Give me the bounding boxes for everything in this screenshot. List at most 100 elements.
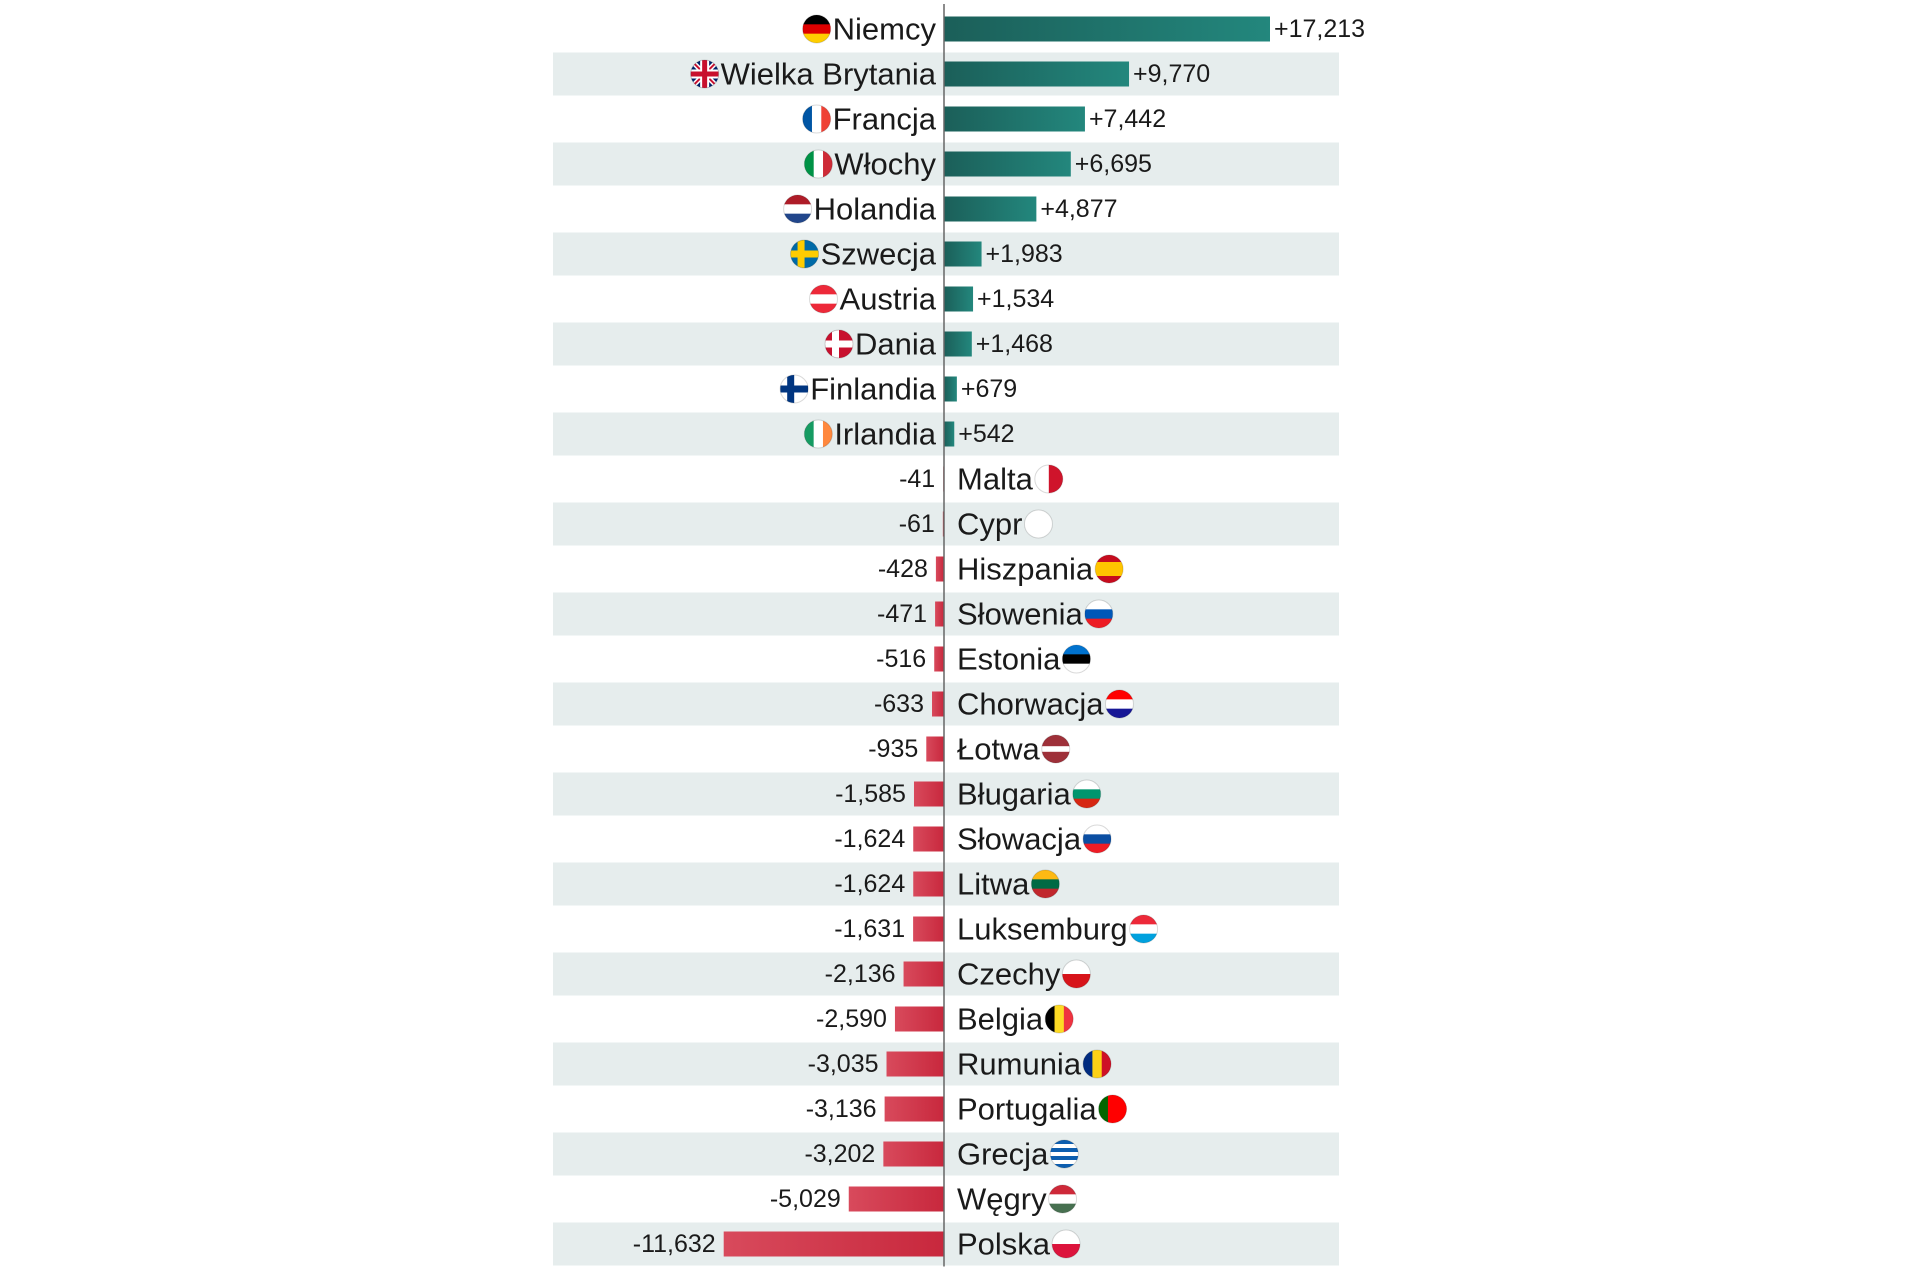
value-label: -935	[868, 735, 918, 763]
category-label: Polska	[957, 1227, 1051, 1262]
flag	[1041, 735, 1070, 763]
category-label: Słowenia	[957, 597, 1084, 632]
flag	[1083, 825, 1112, 853]
bar	[944, 61, 1130, 87]
category-label: Austria	[840, 282, 937, 317]
bar	[884, 1096, 944, 1122]
bar	[944, 196, 1037, 222]
bar	[944, 421, 955, 447]
category-label: Malta	[957, 462, 1034, 497]
category-label: Portugalia	[957, 1092, 1097, 1127]
bar	[944, 106, 1085, 132]
value-label: +17,213	[1274, 15, 1365, 43]
flag	[804, 150, 833, 178]
category-label: Węgry	[957, 1182, 1047, 1217]
category-label: Łotwa	[957, 732, 1040, 767]
value-label: +6,695	[1075, 150, 1152, 178]
flag	[1050, 1140, 1079, 1168]
bar	[935, 601, 944, 627]
value-label: -1,631	[834, 915, 905, 943]
category-label: Bługaria	[957, 777, 1071, 812]
category-label: Grecja	[957, 1137, 1049, 1172]
value-label: -633	[874, 690, 924, 718]
bar	[883, 1141, 944, 1167]
value-label: +9,770	[1133, 60, 1210, 88]
value-label: +4,877	[1040, 195, 1117, 223]
value-label: -3,202	[804, 1140, 875, 1168]
bar	[913, 871, 944, 897]
flag	[802, 15, 831, 43]
value-label: -61	[899, 510, 935, 538]
category-label: Dania	[855, 327, 937, 362]
row-band	[553, 772, 1339, 816]
value-label: +1,534	[977, 285, 1054, 313]
category-label: Rumunia	[957, 1047, 1082, 1082]
bar	[913, 826, 944, 852]
value-label: -428	[878, 555, 928, 583]
category-label: Francja	[833, 102, 937, 137]
bar	[848, 1186, 944, 1212]
flag	[825, 330, 853, 358]
value-label: -1,624	[834, 825, 905, 853]
bar	[723, 1231, 944, 1257]
bar	[894, 1006, 944, 1032]
flag	[1045, 1005, 1074, 1033]
row-band	[553, 1132, 1339, 1176]
row-band	[553, 1042, 1339, 1086]
category-label: Estonia	[957, 642, 1061, 677]
value-label: +542	[958, 420, 1014, 448]
category-label: Cypr	[957, 507, 1022, 542]
flag	[1072, 780, 1101, 808]
flag	[804, 420, 833, 448]
value-label: -3,136	[806, 1095, 877, 1123]
flag	[790, 240, 819, 268]
flag	[1031, 870, 1060, 898]
flag	[690, 60, 719, 88]
value-label: +7,442	[1089, 105, 1166, 133]
flag	[780, 375, 809, 403]
flag	[809, 285, 838, 313]
category-label: Luksemburg	[957, 912, 1128, 947]
category-label: Litwa	[957, 867, 1030, 902]
category-label: Szwecja	[821, 237, 937, 272]
flag	[1084, 600, 1113, 628]
value-label: +1,468	[976, 330, 1053, 358]
row-band	[553, 592, 1339, 636]
category-label: Włochy	[834, 147, 936, 182]
bar	[944, 286, 974, 312]
flag	[1083, 1050, 1112, 1078]
value-label: -471	[877, 600, 927, 628]
category-label: Chorwacja	[957, 687, 1104, 722]
flag	[1034, 465, 1063, 493]
value-label: -11,632	[633, 1230, 716, 1258]
category-label: Finlandia	[810, 372, 937, 407]
bar	[903, 961, 944, 987]
bar	[944, 241, 982, 267]
row-band	[553, 682, 1339, 726]
row-band	[553, 1222, 1339, 1266]
value-label: -41	[899, 465, 935, 493]
value-label: -1,585	[835, 780, 906, 808]
category-label: Belgia	[957, 1002, 1044, 1037]
category-label: Wielka Brytania	[721, 57, 937, 92]
category-label: Hiszpania	[957, 552, 1094, 587]
bar	[944, 376, 957, 402]
category-label: Niemcy	[833, 12, 937, 47]
flag	[1024, 510, 1053, 538]
bar	[913, 916, 944, 942]
value-label: -2,136	[825, 960, 896, 988]
flag	[1048, 1185, 1077, 1213]
flag	[783, 195, 812, 223]
flag	[1052, 1230, 1081, 1258]
bar	[944, 151, 1071, 177]
value-label: +1,983	[986, 240, 1063, 268]
value-label: -2,590	[816, 1005, 887, 1033]
value-label: +679	[961, 375, 1017, 403]
flag	[1098, 1095, 1127, 1123]
bar	[944, 331, 972, 357]
bar	[935, 556, 944, 582]
flag	[1062, 960, 1091, 988]
row-band	[553, 862, 1339, 906]
bar	[926, 736, 944, 762]
